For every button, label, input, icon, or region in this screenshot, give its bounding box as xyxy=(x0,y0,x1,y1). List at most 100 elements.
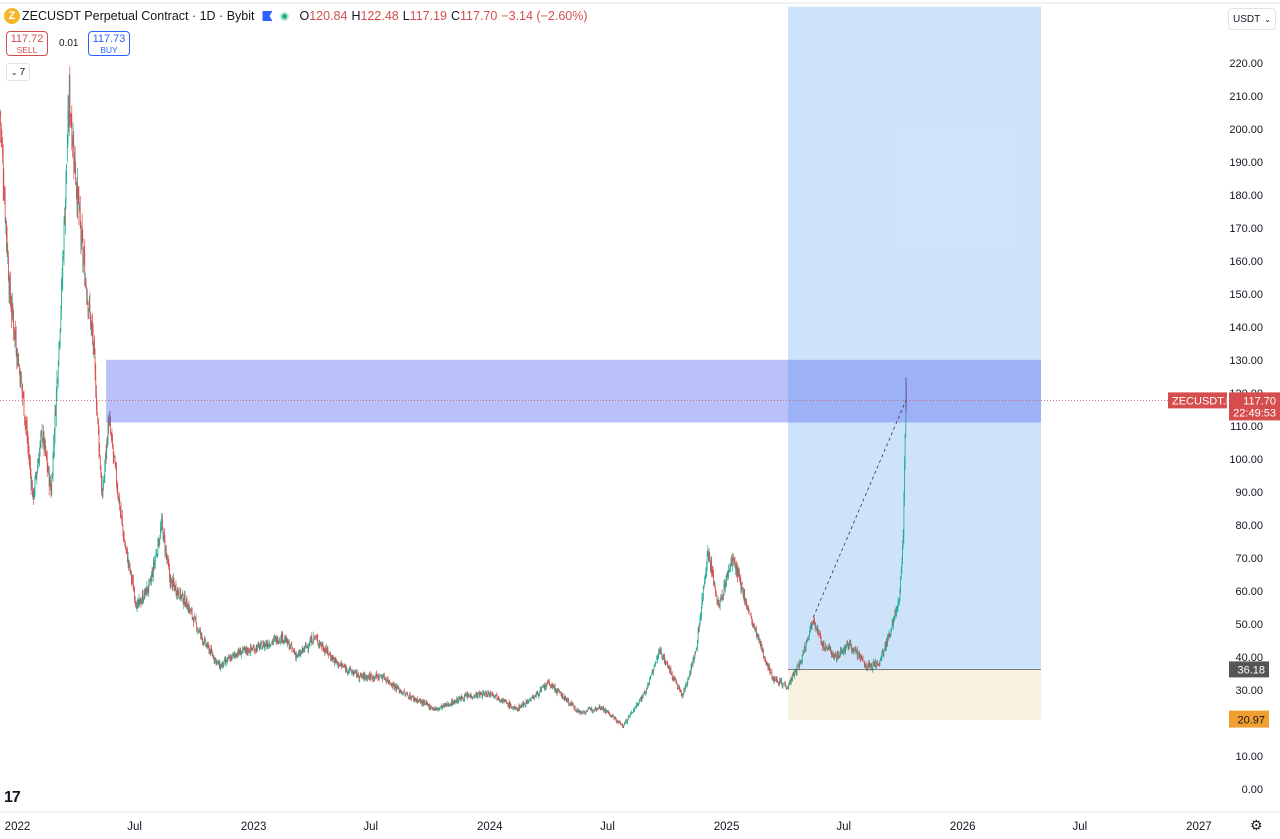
candle-body xyxy=(636,703,637,707)
y-tick-label: 40.00 xyxy=(1235,652,1263,664)
candle-body xyxy=(669,668,671,674)
candle-body xyxy=(695,649,697,652)
candle-body xyxy=(211,648,212,653)
gear-icon[interactable]: ⚙ xyxy=(1250,817,1263,833)
candle-body xyxy=(662,656,663,658)
candle-body xyxy=(823,641,824,649)
candle-body xyxy=(514,706,516,710)
candle-body xyxy=(321,644,323,646)
candle-body xyxy=(604,708,606,710)
candle-body xyxy=(129,564,131,572)
candle-body xyxy=(91,319,93,327)
candle-body xyxy=(83,258,84,263)
candle-body xyxy=(297,654,298,657)
candle-body xyxy=(79,205,80,209)
candle-body xyxy=(725,580,727,587)
candle-body xyxy=(231,655,232,660)
candle-body xyxy=(245,647,247,651)
candle-body xyxy=(228,656,229,658)
candle-body xyxy=(435,708,436,710)
candle-body xyxy=(701,598,703,608)
candle-body xyxy=(53,443,55,452)
candle-body xyxy=(307,647,309,649)
candle-body xyxy=(583,711,584,713)
candle-body xyxy=(26,425,28,440)
candle-body xyxy=(537,691,539,695)
candle-body xyxy=(773,677,775,682)
candle-body xyxy=(478,693,480,694)
candle-body xyxy=(263,642,265,648)
symbol-title[interactable]: ZECUSDT Perpetual Contract · 1D · Bybit xyxy=(22,9,255,23)
candle-body xyxy=(651,674,652,676)
candle-body xyxy=(631,711,632,714)
candle-body xyxy=(827,647,829,649)
flag-icon[interactable] xyxy=(262,11,273,21)
candle-body xyxy=(697,629,699,640)
candle-body xyxy=(405,693,407,695)
candle-body xyxy=(587,708,589,710)
candle-body xyxy=(688,678,689,680)
candle-body xyxy=(757,635,759,637)
candle-body xyxy=(570,702,572,705)
candle-body xyxy=(199,630,201,632)
candle-body xyxy=(218,661,220,666)
candle-body xyxy=(882,652,884,656)
candle-body xyxy=(109,418,111,423)
candle-body xyxy=(139,599,141,601)
candle-body xyxy=(592,710,593,712)
buy-button[interactable]: 117.73 BUY xyxy=(88,31,130,56)
candle-body xyxy=(814,622,816,628)
indicators-toggle[interactable]: ⌄ 7 xyxy=(6,63,30,81)
candle-body xyxy=(611,715,612,717)
candle-body xyxy=(471,697,473,699)
candle-body xyxy=(360,674,361,676)
candle-body xyxy=(873,662,875,664)
candle-body xyxy=(140,598,141,605)
candle-body xyxy=(48,468,49,473)
candle-body xyxy=(727,573,729,578)
candle-body xyxy=(216,660,218,663)
candle-body xyxy=(134,597,136,601)
candle-body xyxy=(177,587,179,594)
candle-body xyxy=(63,219,65,255)
candle-body xyxy=(589,707,590,709)
candle-body xyxy=(252,647,254,649)
candle-body xyxy=(27,438,29,446)
candle-body xyxy=(620,722,621,724)
candle-body xyxy=(862,658,863,659)
candle-body xyxy=(803,647,805,653)
candle-body xyxy=(433,707,435,710)
candle-body xyxy=(256,647,258,651)
candle-body xyxy=(20,372,22,388)
candle-body xyxy=(799,662,801,669)
candle-body xyxy=(629,715,630,717)
candle-body xyxy=(47,466,49,472)
candle-body xyxy=(812,620,814,622)
candle-body xyxy=(540,688,542,691)
candle-body xyxy=(653,670,654,674)
candle-body xyxy=(241,651,243,653)
candle-body xyxy=(165,548,166,554)
candle-body xyxy=(34,478,36,495)
candle-body xyxy=(79,208,81,224)
candle-body xyxy=(107,419,109,444)
candle-body xyxy=(151,571,153,578)
candle-body xyxy=(166,555,168,560)
candle-body xyxy=(169,568,170,578)
sell-button[interactable]: 117.72 SELL xyxy=(6,31,48,56)
candle-body xyxy=(392,683,394,687)
candle-body xyxy=(162,516,163,527)
candle-body xyxy=(889,635,890,638)
candle-body xyxy=(212,655,214,657)
candle-body xyxy=(422,700,423,706)
candle-body xyxy=(90,323,92,327)
candle-body xyxy=(499,700,501,702)
currency-selector[interactable]: USDT ⌄ xyxy=(1228,8,1276,30)
candle-body xyxy=(801,661,802,663)
tradingview-logo-icon[interactable]: 17 xyxy=(4,789,21,806)
candle-body xyxy=(605,709,606,713)
candle-body xyxy=(297,654,299,656)
candle-body xyxy=(283,640,284,642)
candle-body xyxy=(805,640,807,649)
